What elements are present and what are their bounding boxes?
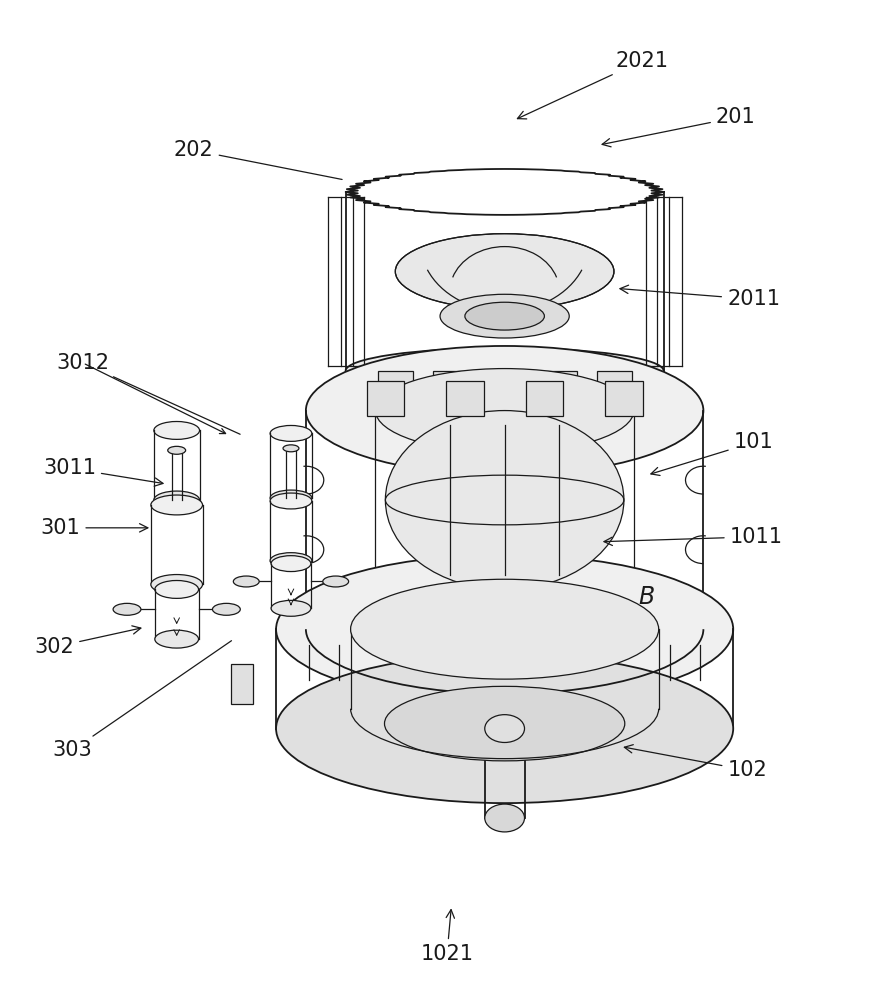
Ellipse shape <box>385 411 624 589</box>
Text: 201: 201 <box>603 107 755 147</box>
Ellipse shape <box>168 446 186 454</box>
Ellipse shape <box>465 302 544 330</box>
Text: 102: 102 <box>624 745 767 780</box>
Ellipse shape <box>151 575 203 594</box>
Ellipse shape <box>270 490 312 506</box>
Ellipse shape <box>323 576 349 587</box>
Ellipse shape <box>384 686 625 761</box>
Ellipse shape <box>271 556 311 572</box>
Ellipse shape <box>113 603 141 615</box>
Text: 1021: 1021 <box>420 910 474 964</box>
Ellipse shape <box>155 630 198 648</box>
Bar <box>367 381 404 416</box>
Bar <box>446 381 484 416</box>
Ellipse shape <box>485 804 525 832</box>
Text: 1011: 1011 <box>604 527 782 547</box>
Text: 101: 101 <box>651 432 773 475</box>
Text: 303: 303 <box>52 641 232 760</box>
Text: 3012: 3012 <box>56 353 240 434</box>
Ellipse shape <box>271 600 311 616</box>
Bar <box>526 381 563 416</box>
Bar <box>232 664 253 704</box>
Ellipse shape <box>233 576 259 587</box>
Text: B: B <box>639 585 655 609</box>
Ellipse shape <box>375 369 634 453</box>
Ellipse shape <box>270 553 312 569</box>
Text: 2011: 2011 <box>620 285 780 309</box>
Bar <box>543 371 578 389</box>
Text: 302: 302 <box>35 626 141 657</box>
Bar <box>605 381 643 416</box>
Bar <box>378 371 413 389</box>
Ellipse shape <box>306 346 704 475</box>
Ellipse shape <box>440 294 569 338</box>
Ellipse shape <box>154 491 199 509</box>
Bar <box>433 371 468 389</box>
Ellipse shape <box>395 234 614 309</box>
Bar <box>488 371 522 389</box>
Text: 2021: 2021 <box>518 51 669 119</box>
Ellipse shape <box>155 580 198 598</box>
Ellipse shape <box>350 579 659 679</box>
Ellipse shape <box>346 348 663 394</box>
Ellipse shape <box>485 715 525 742</box>
Ellipse shape <box>151 495 203 515</box>
Text: 3011: 3011 <box>43 458 163 486</box>
Ellipse shape <box>154 421 199 439</box>
Text: 301: 301 <box>40 518 148 538</box>
Ellipse shape <box>276 555 733 704</box>
Bar <box>597 371 632 389</box>
Ellipse shape <box>283 445 299 452</box>
Text: 202: 202 <box>174 140 342 179</box>
Ellipse shape <box>276 654 733 803</box>
Ellipse shape <box>270 493 312 509</box>
Ellipse shape <box>270 425 312 441</box>
Ellipse shape <box>213 603 240 615</box>
